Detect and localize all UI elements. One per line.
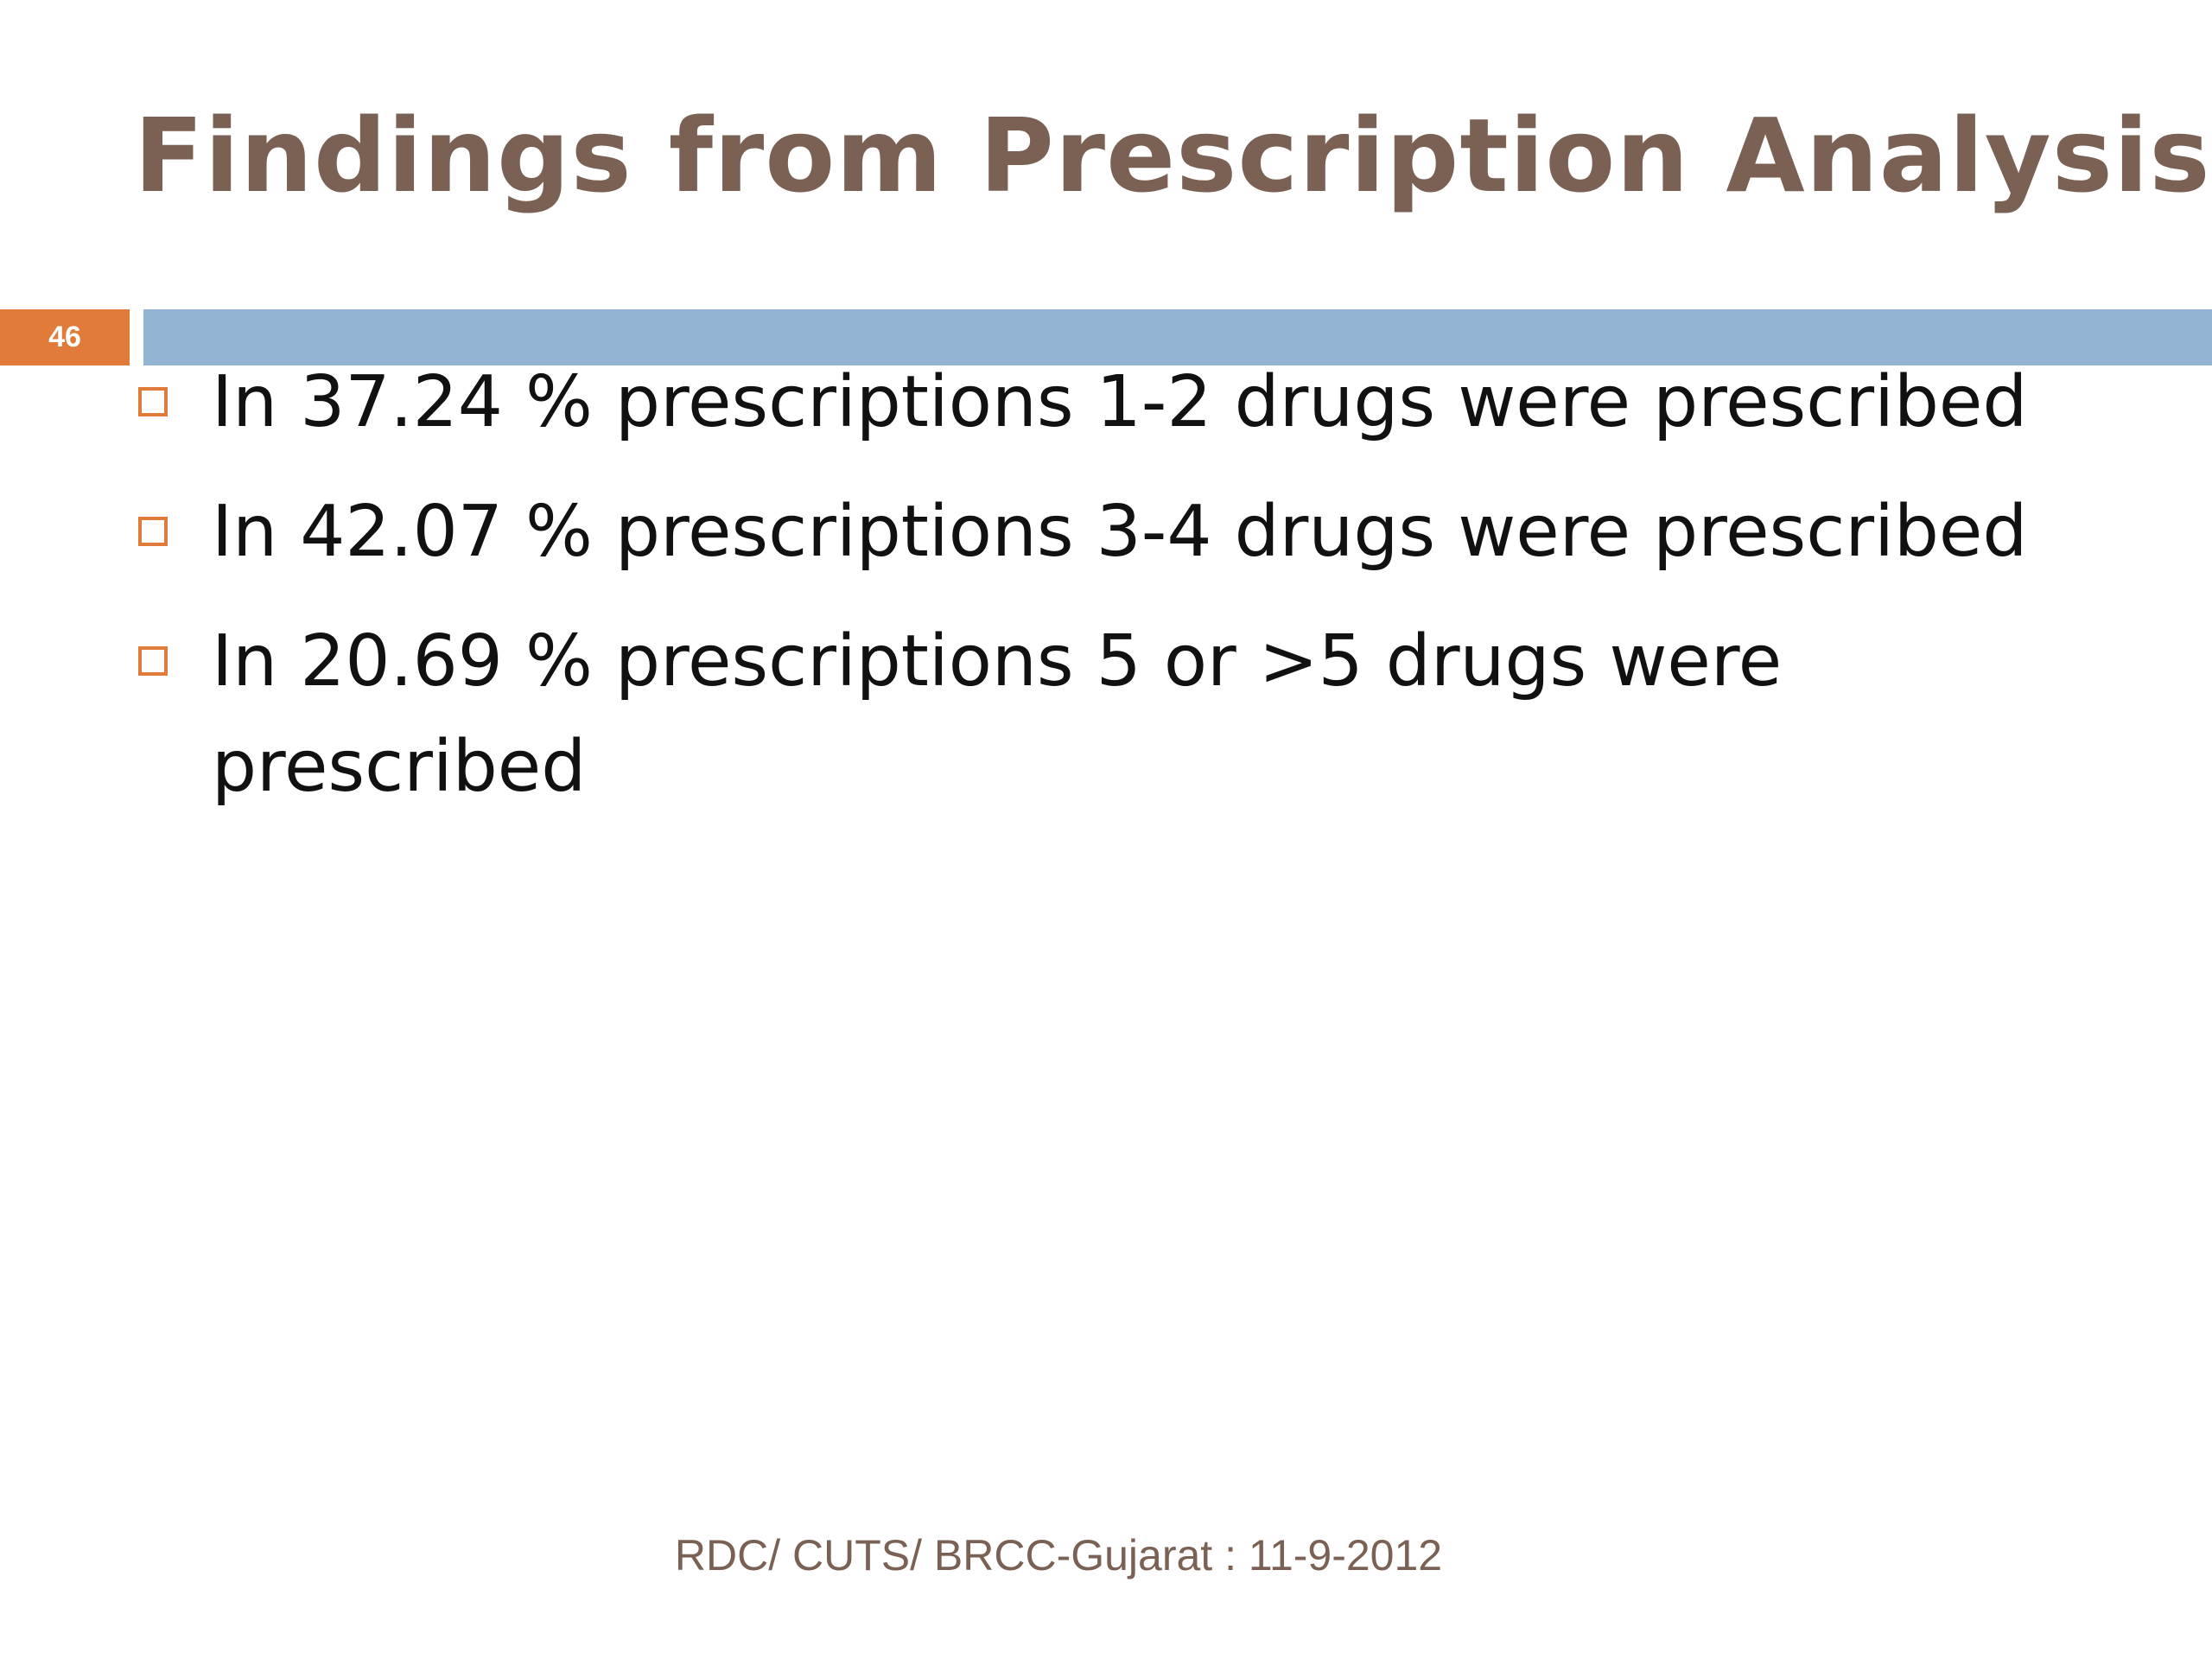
bullet-item-2: In 42.07 % prescriptions 3-4 drugs were … — [137, 480, 2124, 585]
bullet-text: In 20.69 % prescriptions 5 or >5 drugs w… — [212, 620, 1783, 808]
bullet-item-1: In 37.24 % prescriptions 1-2 drugs were … — [137, 350, 2124, 455]
bullet-list: In 37.24 % prescriptions 1-2 drugs were … — [137, 350, 2124, 844]
hollow-square-bullet-icon — [138, 517, 168, 546]
bullet-text: In 42.07 % prescriptions 3-4 drugs were … — [212, 491, 2028, 573]
header-divider-bar — [143, 309, 2212, 365]
slide-title: Findings from Prescription Analysis — [134, 96, 2211, 215]
bullet-text: In 37.24 % prescriptions 1-2 drugs were … — [212, 361, 2028, 443]
hollow-square-bullet-icon — [138, 387, 168, 416]
hollow-square-bullet-icon — [138, 646, 168, 676]
slide-footer: RDC/ CUTS/ BRCC-Gujarat : 11-9-2012 — [674, 1531, 1443, 1580]
slide-number-badge: 46 — [0, 309, 130, 365]
bullet-item-3: In 20.69 % prescriptions 5 or >5 drugs w… — [137, 609, 2124, 820]
